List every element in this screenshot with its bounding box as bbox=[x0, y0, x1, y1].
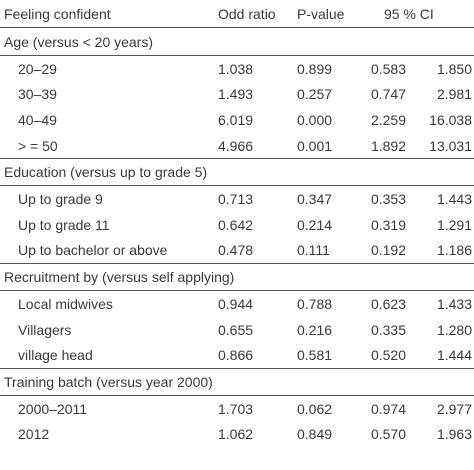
cell: 0.899 bbox=[297, 60, 333, 77]
cell: Local midwives bbox=[18, 295, 113, 312]
data-row: 2012 1.062 0.849 0.570 1.963 bbox=[0, 422, 474, 448]
cell: 0.944 bbox=[218, 295, 254, 312]
cell: 0.319 bbox=[370, 216, 406, 233]
cell: Up to grade 9 bbox=[18, 191, 103, 208]
cell: 2.977 bbox=[436, 400, 472, 417]
cell: 2.981 bbox=[436, 86, 472, 103]
cell: 1.062 bbox=[218, 426, 254, 443]
cell: 1.703 bbox=[218, 400, 254, 417]
cell: village head bbox=[18, 347, 93, 364]
data-row: Up to bachelor or above 0.478 0.111 0.192 1.… bbox=[0, 238, 474, 264]
cell: 0.520 bbox=[370, 347, 406, 364]
cell: 20–29 bbox=[18, 60, 57, 77]
cell: 0.623 bbox=[370, 295, 406, 312]
cell: 0.353 bbox=[370, 191, 406, 208]
cell: 0.216 bbox=[297, 321, 333, 338]
data-row: 2000–2011 1.703 0.062 0.974 2.977 bbox=[0, 396, 474, 422]
cell: 0.111 bbox=[297, 242, 330, 259]
cell: 0.001 bbox=[297, 137, 333, 154]
data-row: 30–39 1.493 0.257 0.747 2.981 bbox=[0, 82, 474, 108]
cell: 0.866 bbox=[218, 347, 254, 364]
data-row: 40–49 6.019 0.000 2.259 16.038 bbox=[0, 107, 474, 133]
cell: 0.000 bbox=[297, 111, 333, 128]
cell: 30–39 bbox=[18, 86, 57, 103]
cell: 13.031 bbox=[429, 137, 472, 154]
cell: Age (versus < 20 years) bbox=[4, 33, 154, 50]
cell: Villagers bbox=[18, 321, 72, 338]
section-heading-row: Age (versus < 20 years) bbox=[0, 28, 474, 56]
data-row: Up to grade 11 0.642 0.214 0.319 1.291 bbox=[0, 212, 474, 238]
cell: 0.347 bbox=[297, 191, 333, 208]
cell: 0.192 bbox=[370, 242, 406, 259]
cell: P-value bbox=[297, 5, 345, 22]
cell: 95 % CI bbox=[384, 5, 434, 22]
cell: 0.788 bbox=[297, 295, 333, 312]
data-row: village head 0.866 0.581 0.520 1.444 bbox=[0, 342, 474, 368]
cell: 6.019 bbox=[218, 111, 254, 128]
cell: 1.493 bbox=[218, 86, 254, 103]
data-row: 20–29 1.038 0.899 0.583 1.850 bbox=[0, 56, 474, 82]
cell: 4.966 bbox=[218, 137, 254, 154]
cell: 1.444 bbox=[436, 347, 472, 364]
cell: 2000–2011 bbox=[18, 400, 88, 417]
cell: Up to bachelor or above bbox=[18, 242, 168, 259]
cell: Up to grade 11 bbox=[18, 216, 110, 233]
cell: 1.280 bbox=[436, 321, 472, 338]
section-heading-row: Education (versus up to grade 5) bbox=[0, 158, 474, 187]
cell: 0.713 bbox=[218, 191, 254, 208]
cell: 2.259 bbox=[370, 111, 406, 128]
cell: 0.655 bbox=[218, 321, 254, 338]
cell: Feeling confident bbox=[4, 5, 111, 22]
cell: 0.570 bbox=[370, 426, 406, 443]
cell: 0.581 bbox=[297, 347, 333, 364]
cell: 1.186 bbox=[436, 242, 472, 259]
data-row: > = 50 4.966 0.001 1.892 13.031 bbox=[0, 133, 474, 159]
section-heading-row: Recruitment by (versus self applying) bbox=[0, 263, 474, 292]
cell: 1.892 bbox=[370, 137, 406, 154]
cell: 0.583 bbox=[370, 60, 406, 77]
cell: 0.257 bbox=[297, 86, 333, 103]
cell: 1.963 bbox=[436, 426, 472, 443]
header-row: Feeling confident Odd ratio P-value 95 % CI bbox=[0, 0, 474, 28]
data-row: Villagers 0.655 0.216 0.335 1.280 bbox=[0, 317, 474, 343]
cell: Education (versus up to grade 5) bbox=[4, 164, 208, 181]
cell: 0.062 bbox=[297, 400, 333, 417]
data-row: Local midwives 0.944 0.788 0.623 1.433 bbox=[0, 291, 474, 317]
cell: Odd ratio bbox=[218, 5, 276, 22]
cell: 1.850 bbox=[436, 60, 472, 77]
cell: 0.849 bbox=[297, 426, 333, 443]
cell: 1.443 bbox=[436, 191, 472, 208]
cell: 1.291 bbox=[436, 216, 472, 233]
cell: 16.038 bbox=[429, 111, 472, 128]
section-heading-row: Training batch (versus year 2000) bbox=[0, 367, 474, 396]
cell: 1.433 bbox=[436, 295, 472, 312]
cell: > = 50 bbox=[18, 137, 58, 154]
cell: 0.214 bbox=[297, 216, 333, 233]
cell: Training batch (versus year 2000) bbox=[4, 373, 213, 390]
cell: Recruitment by (versus self applying) bbox=[4, 269, 235, 286]
cell: 0.974 bbox=[370, 400, 406, 417]
cell: 2012 bbox=[18, 426, 50, 443]
cell: 0.642 bbox=[218, 216, 254, 233]
data-row: Up to grade 9 0.713 0.347 0.353 1.443 bbox=[0, 186, 474, 212]
cell: 40–49 bbox=[18, 111, 57, 128]
cell: 1.038 bbox=[218, 60, 254, 77]
cell: 0.478 bbox=[218, 242, 254, 259]
cell: 0.335 bbox=[370, 321, 406, 338]
cell: 0.747 bbox=[370, 86, 406, 103]
